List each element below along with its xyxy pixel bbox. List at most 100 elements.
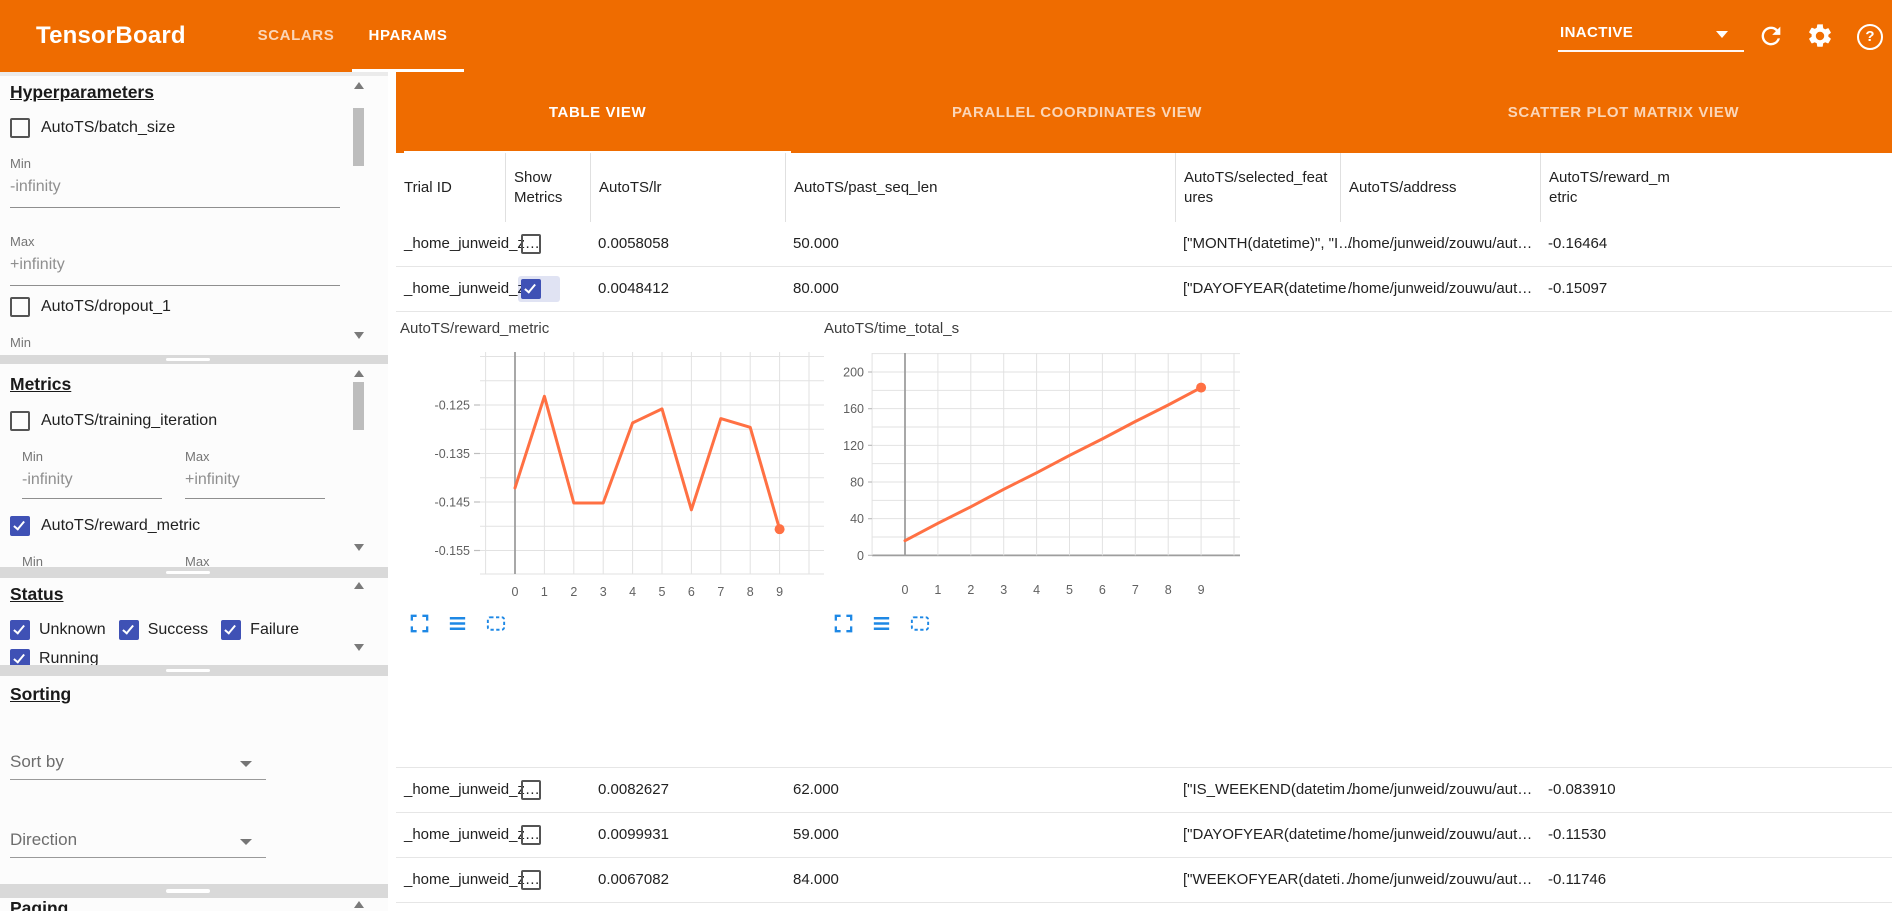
column-header[interactable]: Show Metrics <box>505 153 590 222</box>
resize-grip[interactable] <box>166 889 210 893</box>
status-failure-checkbox[interactable] <box>221 620 242 640</box>
sort-by-select[interactable]: Sort by <box>10 752 266 782</box>
svg-text:9: 9 <box>776 585 783 599</box>
column-header[interactable]: AutoTS/selected_features <box>1175 153 1340 222</box>
help-icon[interactable] <box>1857 24 1883 50</box>
show-metrics-checkbox[interactable] <box>521 279 541 299</box>
column-header[interactable]: AutoTS/lr <box>590 153 785 222</box>
tab-table-view[interactable]: TABLE VIEW <box>396 72 799 153</box>
scrollbar-thumb[interactable] <box>353 382 364 430</box>
app-header: TensorBoard SCALARS HPARAMS INACTIVE <box>0 0 1892 72</box>
svg-text:8: 8 <box>747 585 754 599</box>
min-label: Min <box>10 335 31 350</box>
run-status-value: INACTIVE <box>1560 24 1634 41</box>
status-running-checkbox[interactable] <box>10 649 30 665</box>
scrollbar-thumb[interactable] <box>353 108 364 166</box>
cell-address: /home/junweid/zouwu/aut… <box>1348 280 1533 297</box>
column-header[interactable]: AutoTS/past_seq_len <box>785 153 1175 222</box>
data-table-icon[interactable] <box>870 612 893 635</box>
column-header[interactable]: AutoTS/reward_metric <box>1540 153 1688 222</box>
reload-icon[interactable] <box>1757 22 1785 50</box>
show-metrics-checkbox[interactable] <box>521 870 541 890</box>
scroll-down-icon[interactable] <box>354 332 364 339</box>
table-header: Trial ID Show Metrics AutoTS/lr AutoTS/past… <box>396 153 1892 223</box>
resize-grip[interactable] <box>166 668 210 672</box>
svg-text:6: 6 <box>688 585 695 599</box>
cell-reward-metric: -0.083910 <box>1548 781 1616 798</box>
min-label: Min <box>10 156 31 171</box>
svg-text:-0.125: -0.125 <box>435 399 470 413</box>
select-underline <box>1558 50 1744 52</box>
metric-sparkline-chart[interactable]: -0.125 -0.135 -0.145 -0.155 0 1 2 3 4 5 6 7 8 9 <box>400 345 844 607</box>
show-metrics-checkbox[interactable] <box>521 234 541 254</box>
cell-trial-id: _home_junweid_z… <box>404 280 540 297</box>
direction-select[interactable]: Direction <box>10 830 266 860</box>
chevron-down-icon <box>240 839 252 845</box>
tab-parallel-coordinates-view[interactable]: PARALLEL COORDINATES VIEW <box>952 104 1203 121</box>
panel-resize-gutter <box>0 567 388 578</box>
status-unknown-checkbox[interactable] <box>10 620 30 640</box>
scroll-up-icon[interactable] <box>354 370 364 377</box>
svg-text:160: 160 <box>843 402 864 416</box>
max-input[interactable]: +infinity <box>185 471 240 488</box>
table-body: _home_junweid_z… 0.0058058 50.000 ["MONTH(d… <box>396 0 1892 911</box>
min-label: Min <box>22 554 43 567</box>
cell-lr: 0.0058058 <box>598 235 669 252</box>
fullscreen-icon[interactable] <box>832 612 855 635</box>
svg-text:-0.155: -0.155 <box>435 544 470 558</box>
max-label: Max <box>185 449 210 464</box>
chevron-down-icon <box>240 761 252 767</box>
scroll-up-icon[interactable] <box>354 901 364 908</box>
nav-tab-scalars[interactable]: SCALARS <box>257 27 335 44</box>
scroll-up-icon[interactable] <box>354 82 364 89</box>
hparam-batch-size-checkbox[interactable] <box>10 118 30 138</box>
marquee-zoom-icon[interactable] <box>908 612 932 635</box>
max-input[interactable]: +infinity <box>10 256 65 273</box>
data-table-icon[interactable] <box>446 612 469 635</box>
min-input[interactable]: -infinity <box>10 178 61 195</box>
settings-gear-icon[interactable] <box>1806 22 1834 50</box>
fullscreen-icon[interactable] <box>408 612 431 635</box>
svg-text:80: 80 <box>850 476 864 490</box>
resize-grip[interactable] <box>166 570 210 574</box>
nav-tab-hparams[interactable]: HPARAMS <box>346 0 470 72</box>
hyperparameters-panel: Hyperparameters AutoTS/batch_size Min -i… <box>0 76 388 355</box>
direction-placeholder: Direction <box>10 830 78 849</box>
column-header[interactable]: Trial ID <box>404 178 452 196</box>
scroll-up-icon[interactable] <box>354 582 364 589</box>
metric-reward-checkbox[interactable] <box>10 516 30 536</box>
cell-lr: 0.0099931 <box>598 826 669 843</box>
status-failure-label: Failure <box>250 621 300 638</box>
resize-grip[interactable] <box>166 357 210 361</box>
min-input[interactable]: -infinity <box>22 471 73 488</box>
chart-toolbar <box>408 612 508 635</box>
scroll-down-icon[interactable] <box>354 644 364 651</box>
tab-scatter-plot-matrix-view[interactable]: SCATTER PLOT MATRIX VIEW <box>1507 104 1740 121</box>
table-row: _home_junweid_z… 0.0082627 62.000 ["IS_WEEK… <box>396 768 1892 813</box>
cell-trial-id: _home_junweid_z… <box>404 871 540 888</box>
show-metrics-checkbox[interactable] <box>521 825 541 845</box>
scroll-down-icon[interactable] <box>354 544 364 551</box>
hparam-dropout-label: AutoTS/dropout_1 <box>41 298 171 315</box>
cell-selected-features: ["DAYOFYEAR(datetime… <box>1183 280 1362 297</box>
metric-training-iteration-checkbox[interactable] <box>10 411 30 431</box>
svg-text:7: 7 <box>1132 583 1139 597</box>
hparam-dropout-checkbox[interactable] <box>10 297 30 317</box>
min-label: Min <box>22 449 43 464</box>
marquee-zoom-icon[interactable] <box>484 612 508 635</box>
column-header[interactable]: AutoTS/address <box>1340 153 1540 222</box>
cell-past-seq-len: 50.000 <box>793 235 839 252</box>
cell-past-seq-len: 84.000 <box>793 871 839 888</box>
cell-lr: 0.0048412 <box>598 280 669 297</box>
row-divider <box>396 767 1892 768</box>
metric-sparkline-chart[interactable]: 200 160 120 80 40 0 0 1 2 3 4 5 6 7 8 9 <box>820 345 1254 607</box>
status-success-checkbox[interactable] <box>118 620 139 640</box>
table-row: _home_junweid_z… 0.0067082 84.000 ["WEEKOFY… <box>396 858 1892 903</box>
svg-text:6: 6 <box>1099 583 1106 597</box>
run-status-select[interactable]: INACTIVE <box>1558 0 1744 72</box>
input-underline <box>22 498 162 499</box>
show-metrics-checkbox[interactable] <box>521 780 541 800</box>
svg-text:2: 2 <box>570 585 577 599</box>
paging-title: Paging <box>10 898 69 911</box>
chart-title-reward-metric: AutoTS/reward_metric <box>400 320 550 337</box>
